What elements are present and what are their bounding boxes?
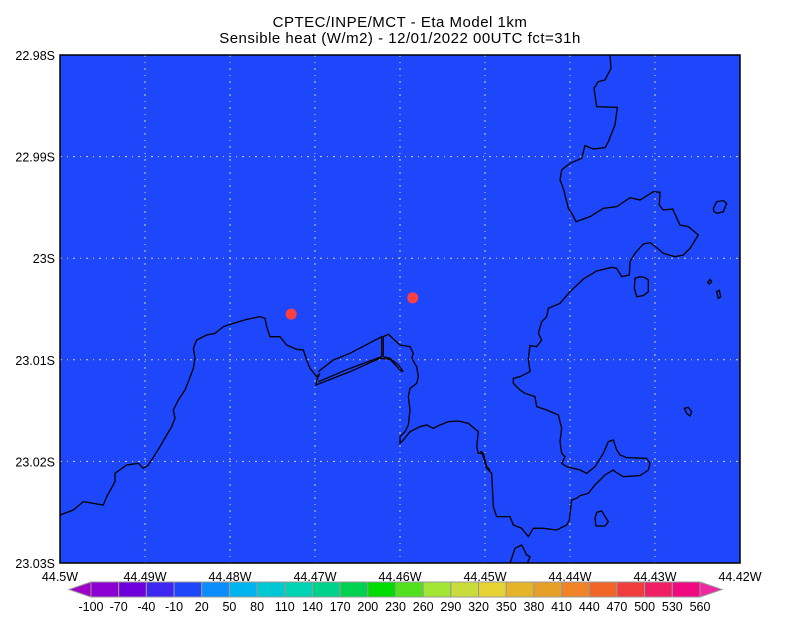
x-tick-label: 44.45W [463,570,506,584]
x-tick-label: 44.43W [633,570,676,584]
breakwater [318,337,381,382]
island [717,290,721,298]
plot-frame [59,54,741,564]
island [634,277,648,297]
markers [285,292,419,320]
colorbar-label: 320 [468,600,489,614]
colorbar-label: -70 [110,600,128,614]
colorbar-swatch [367,581,396,598]
coastline [60,55,727,563]
colorbar-swatch [561,581,590,598]
grid [60,55,740,563]
colorbar-label: 230 [385,600,406,614]
y-tick-label: 22.98S [15,49,55,63]
colorbar-swatch [533,581,563,598]
island [595,511,608,526]
colorbar-label: 290 [440,600,461,614]
x-tick-label: 44.44W [548,570,591,584]
colorbar-label: -100 [78,600,103,614]
coastline-west [60,317,402,515]
coastline-south [510,545,530,563]
colorbar-label: 560 [690,600,711,614]
colorbar-label: 20 [195,600,209,614]
colorbar-under-triangle [67,581,92,598]
colorbar-swatch [173,581,203,598]
y-tick-label: 23S [33,252,55,266]
station-marker [407,292,419,304]
colorbar-swatch [616,581,646,598]
x-tick-label: 44.46W [378,570,421,584]
colorbar-swatch [145,581,175,598]
colorbar-label: 470 [607,600,628,614]
colorbar-swatch [422,581,452,598]
x-tick-label: 44.49W [123,570,166,584]
x-tick-label: 44.5W [42,570,78,584]
colorbar-swatch [118,581,147,598]
colorbar-label: 500 [634,600,655,614]
y-tick-label: 23.01S [15,354,55,368]
chart-title-line1: CPTEC/INPE/MCT - Eta Model 1km [272,14,528,31]
coastline-east [480,55,698,537]
island [708,279,712,284]
colorbar-label: 110 [275,600,295,614]
colorbar-label: -40 [137,600,155,614]
x-tick-label: 44.42W [718,570,761,584]
colorbar-swatch [90,581,120,598]
colorbar-swatch [284,581,313,598]
colorbar-label: 200 [357,600,378,614]
colorbar-swatch [644,581,673,598]
colorbar-label: 170 [330,600,351,614]
colorbar-over-triangle [699,581,724,598]
station-marker [285,308,297,320]
y-tick-label: 23.03S [15,557,55,571]
y-tick-label: 23.02S [15,455,55,469]
chart-title-line2: Sensible heat (W/m2) - 12/01/2022 00UTC … [219,30,581,47]
colorbar-swatch [450,581,480,598]
colorbar-swatch [395,581,424,598]
colorbar-swatch [228,581,258,598]
colorbar-label: 80 [250,600,264,614]
island [713,201,726,214]
colorbar-label: -10 [165,600,183,614]
colorbar-swatch [256,581,286,598]
colorbar-label: 440 [579,600,600,614]
x-tick-label: 44.48W [208,570,251,584]
colorbar-swatch [588,581,618,598]
colorbar-swatch [311,581,341,598]
colorbar-swatch [478,581,507,598]
colorbar-label: 350 [496,600,517,614]
y-tick-label: 22.99S [15,151,55,165]
colorbar-label: 380 [523,600,544,614]
colorbar-swatch [201,581,230,598]
island [684,407,691,416]
colorbar-label: 140 [302,600,323,614]
colorbar: -100 -70 -40 -10 20 50 80 110 140 170 200 230 260 290… [67,581,724,614]
colorbar-label: 410 [551,600,572,614]
colorbar-swatch [671,581,701,598]
x-tick-label: 44.47W [293,570,336,584]
colorbar-label: 260 [413,600,434,614]
colorbar-label: 50 [222,600,236,614]
colorbar-swatch [505,581,535,598]
coastline-central [383,334,490,470]
y-axis: 22.98S 22.99S 23S 23.01S 23.02S 23.03S [15,49,55,571]
x-axis: 44.5W 44.49W 44.48W 44.47W 44.46W 44.45W 44.44… [42,570,762,584]
colorbar-swatch [339,581,369,598]
colorbar-label: 530 [662,600,683,614]
